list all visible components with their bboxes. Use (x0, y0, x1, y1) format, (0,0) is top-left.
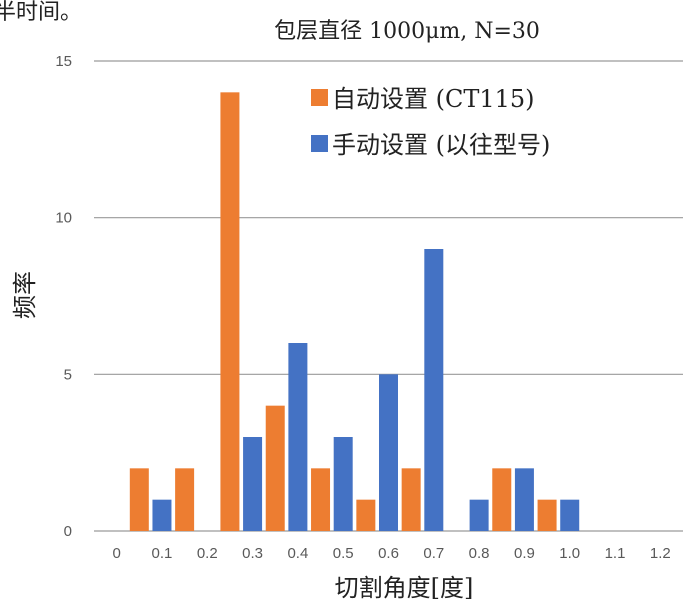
bar-auto (311, 468, 331, 531)
y-tick-label: 0 (64, 523, 72, 540)
x-tick-label: 0.5 (333, 545, 354, 562)
bar-auto (175, 468, 195, 531)
bar-auto (492, 468, 512, 531)
legend: 自动设置 (CT115) 手动设置 (以往型号) (311, 85, 550, 159)
x-tick-label: 0.6 (378, 545, 399, 562)
plot-area: 0 5 10 15 0 0.1 0.2 0.3 0.4 0.5 0.6 0.7 0.8 0.9 1.0 1.1… (55, 53, 683, 562)
top-text-fragment: 半时间。 (0, 0, 82, 25)
x-tick-label: 0 (112, 545, 120, 562)
bar-manual (288, 343, 308, 531)
bar-manual (469, 499, 489, 531)
y-tick-label: 10 (55, 210, 72, 227)
chart-title: 包层直径 1000μm, N=30 (274, 19, 540, 44)
bar-auto (220, 92, 240, 531)
x-tick-label: 0.2 (197, 545, 218, 562)
bar-manual (560, 499, 580, 531)
bar-manual (333, 437, 353, 531)
x-tick-label: 0.4 (287, 545, 308, 562)
x-tick-label: 0.1 (152, 545, 173, 562)
legend-swatch (311, 135, 328, 152)
bar-auto (356, 499, 376, 531)
bar-auto (537, 499, 557, 531)
y-tick-label: 5 (64, 366, 72, 383)
bar-auto (265, 405, 285, 531)
bar-manual (243, 437, 263, 531)
bar-manual (379, 374, 398, 531)
bar-auto (401, 468, 421, 531)
x-tick-label: 1.0 (559, 545, 580, 562)
x-tick-label: 1.2 (650, 545, 671, 562)
bar-manual (152, 499, 172, 531)
legend-label: 手动设置 (以往型号) (332, 131, 550, 159)
y-tick-label: 15 (55, 53, 72, 70)
y-axis-label: 频率 (11, 271, 39, 319)
x-axis-label: 切割角度[度] (335, 574, 474, 602)
x-tick-label: 0.8 (469, 545, 490, 562)
bar-auto (129, 468, 149, 531)
legend-label: 自动设置 (CT115) (332, 85, 535, 113)
x-tick-label: 0.9 (514, 545, 535, 562)
x-tick-label: 1.1 (605, 545, 626, 562)
bar-manual (514, 468, 534, 531)
legend-swatch (311, 89, 328, 106)
x-tick-label: 0.3 (242, 545, 263, 562)
bar-manual (424, 249, 444, 531)
x-tick-label: 0.7 (423, 545, 444, 562)
